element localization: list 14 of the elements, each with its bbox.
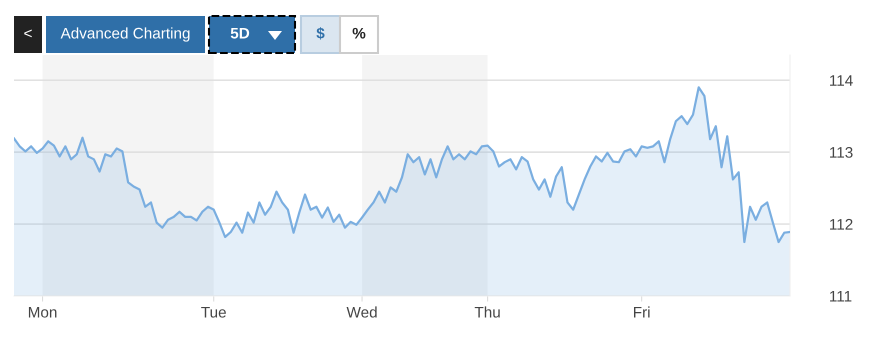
text: % — [352, 28, 366, 39]
x-tick-label: Thu — [474, 306, 500, 318]
x-tick-label: Wed — [346, 306, 377, 318]
text: $ — [316, 27, 325, 40]
text: < — [24, 30, 32, 38]
x-tick-label: Tue — [201, 306, 226, 318]
y-tick-label: 112 — [830, 218, 852, 230]
x-tick-label: Fri — [634, 306, 650, 318]
y-tick-label: 114 — [830, 75, 853, 86]
x-tick-label: Mon — [28, 306, 56, 318]
y-tick-label: 113 — [830, 146, 853, 158]
text: 5D — [230, 28, 250, 39]
y-tick-label: 111 — [830, 291, 852, 302]
text: Advanced Charting — [60, 27, 190, 42]
